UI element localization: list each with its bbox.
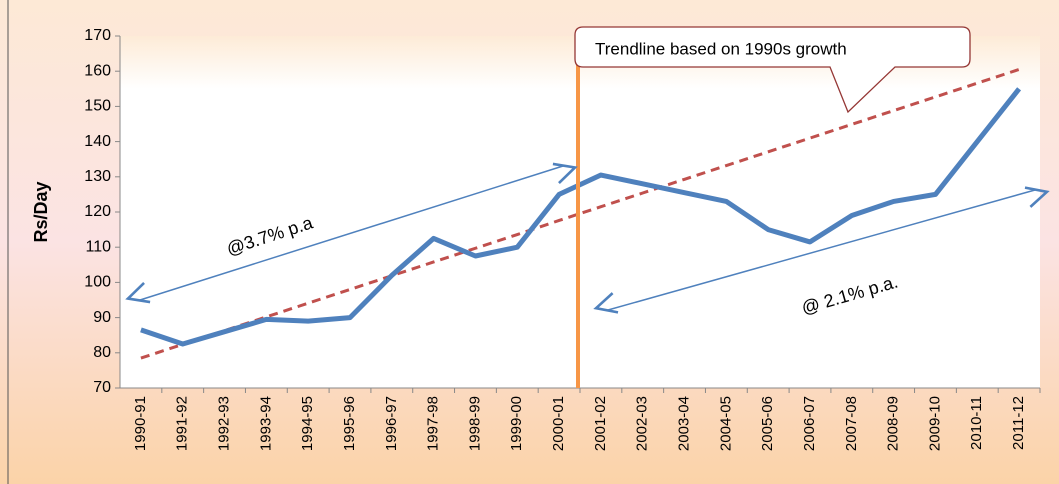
x-tick-label: 2002-03 bbox=[634, 396, 651, 451]
x-tick-label: 1998-99 bbox=[466, 396, 483, 451]
y-tick-label: 170 bbox=[84, 27, 111, 44]
trend-line bbox=[140, 68, 1020, 360]
x-tick-label: 2004-05 bbox=[717, 396, 734, 451]
x-tick-label: 1990-91 bbox=[132, 396, 149, 451]
x-tick-label: 2011-12 bbox=[1010, 396, 1027, 450]
x-tick-label: 2007-08 bbox=[843, 396, 860, 451]
y-tick-label: 90 bbox=[93, 309, 111, 326]
growth-arrow bbox=[125, 162, 578, 304]
y-tick-label: 160 bbox=[84, 62, 111, 79]
x-tick-label: 2008-09 bbox=[885, 396, 902, 451]
x-tick-label: 1999-00 bbox=[508, 396, 525, 451]
growth-arrow bbox=[593, 186, 1050, 314]
y-tick-label: 110 bbox=[85, 238, 111, 255]
x-tick-label: 1993-94 bbox=[257, 396, 274, 451]
x-tick-label: 2003-04 bbox=[676, 396, 693, 451]
y-tick-label: 140 bbox=[84, 133, 111, 150]
x-tick-label: 2010-11 bbox=[968, 396, 985, 450]
x-tick-label: 2000-01 bbox=[550, 396, 567, 451]
x-tick-label: 1995-96 bbox=[341, 396, 358, 451]
y-tick-label: 120 bbox=[84, 203, 111, 220]
x-tick-label: 2005-06 bbox=[759, 396, 776, 451]
x-tick-label: 1994-95 bbox=[299, 396, 316, 451]
x-tick-label: 2001-02 bbox=[592, 396, 609, 451]
x-tick-label: 1997-98 bbox=[425, 396, 442, 451]
y-tick-label: 130 bbox=[84, 168, 111, 185]
x-tick-label: 1992-93 bbox=[216, 396, 233, 451]
callout bbox=[574, 26, 971, 114]
y-tick-label: 70 bbox=[93, 379, 111, 396]
x-tick-label: 1991-92 bbox=[174, 396, 191, 451]
y-tick-label: 100 bbox=[84, 274, 111, 291]
y-axis-label: Rs/Day bbox=[31, 181, 51, 242]
y-tick-label: 150 bbox=[84, 98, 111, 115]
x-tick-label: 2006-07 bbox=[801, 396, 818, 451]
y-tick-label: 80 bbox=[93, 344, 111, 361]
x-tick-label: 2009-10 bbox=[926, 396, 943, 451]
x-tick-label: 1996-97 bbox=[383, 396, 400, 451]
callout-text: Trendline based on 1990s growth bbox=[595, 39, 847, 58]
